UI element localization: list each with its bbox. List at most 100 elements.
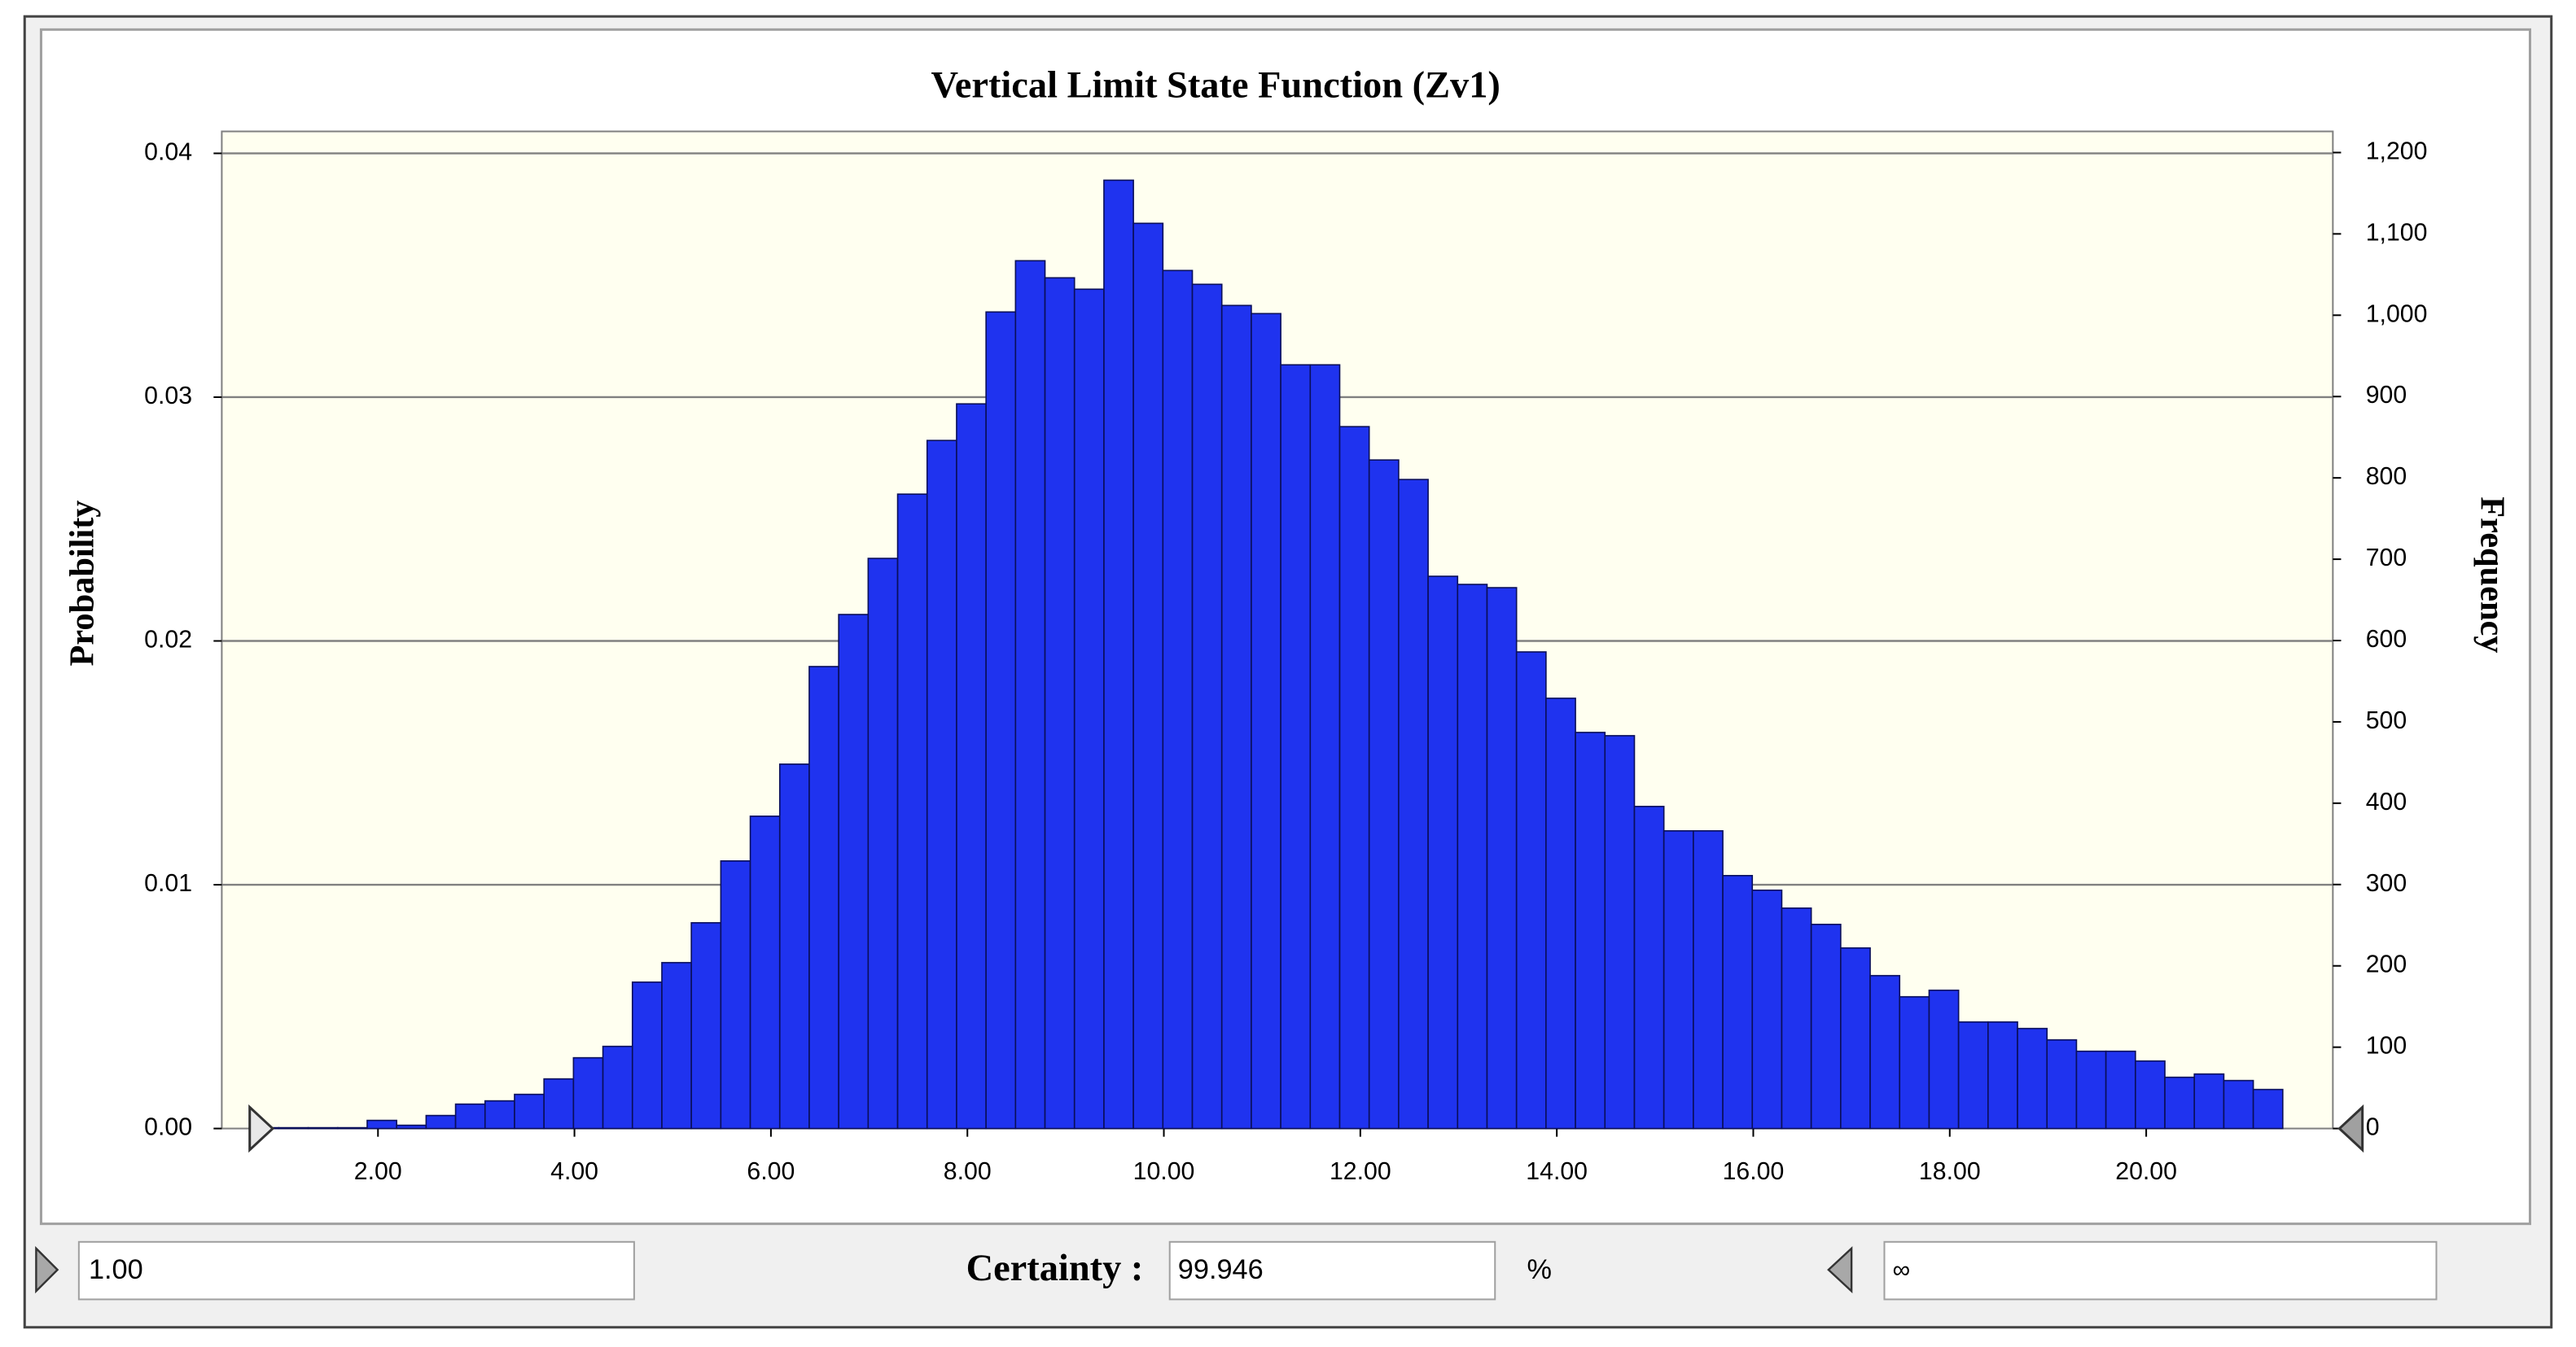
certainty-value: 99.946 xyxy=(1178,1254,1264,1285)
y-tick-label: 0.00 xyxy=(144,1114,192,1141)
x-tick-label: 14.00 xyxy=(1526,1158,1588,1185)
histogram-bar xyxy=(2075,1050,2107,1130)
y-tick-label: 0.02 xyxy=(144,626,192,653)
histogram-bar xyxy=(1251,313,1281,1130)
histogram-bar xyxy=(2164,1076,2196,1130)
histogram-bar xyxy=(1869,974,1901,1130)
histogram-bar xyxy=(1073,288,1105,1130)
histogram-bar xyxy=(454,1103,486,1130)
histogram-bar xyxy=(1515,651,1547,1130)
right-arrow[interactable] xyxy=(1827,1246,1853,1294)
y2-axis-label: Frequency xyxy=(2473,496,2511,653)
histogram-bar xyxy=(1220,304,1252,1130)
y2-tick-label: 200 xyxy=(2366,951,2407,978)
histogram-bar xyxy=(1162,269,1194,1130)
y-tick-label: 0.01 xyxy=(144,870,192,897)
histogram-bar xyxy=(956,403,987,1130)
x-tick-label: 2.00 xyxy=(354,1158,402,1185)
y2-tick-label: 700 xyxy=(2366,544,2407,571)
y-axis-label: Probability xyxy=(64,500,102,666)
right-limit-marker[interactable] xyxy=(2337,1104,2364,1153)
histogram-bar xyxy=(749,816,781,1130)
y2-tick-label: 900 xyxy=(2366,382,2407,409)
histogram-bar xyxy=(1663,830,1694,1130)
x-tick-label: 12.00 xyxy=(1330,1158,1391,1185)
histogram-bar xyxy=(2135,1060,2166,1130)
y2-tick-label: 300 xyxy=(2366,870,2407,897)
histogram-bar xyxy=(1132,222,1164,1130)
histogram-bar xyxy=(2105,1050,2136,1130)
left-arrow[interactable] xyxy=(35,1245,59,1294)
x-tick-label: 4.00 xyxy=(550,1158,598,1185)
y2-tick-label: 0 xyxy=(2366,1114,2380,1141)
y2-tick-label: 500 xyxy=(2366,707,2407,734)
histogram-bar xyxy=(307,1126,339,1130)
histogram-bar xyxy=(1191,283,1223,1130)
y2-tick-label: 600 xyxy=(2366,626,2407,653)
histogram-bar xyxy=(1693,830,1724,1130)
histogram-bar xyxy=(1368,459,1400,1130)
histogram-bar xyxy=(484,1100,515,1130)
histogram-bar xyxy=(808,666,839,1130)
left-input-value: 1.00 xyxy=(89,1254,143,1285)
histogram-bar xyxy=(1604,735,1636,1130)
y-tick-label: 0.04 xyxy=(144,138,192,165)
histogram-bar xyxy=(1280,364,1312,1130)
y2-tick-label: 1,000 xyxy=(2366,300,2428,327)
histogram-bar xyxy=(838,614,870,1130)
histogram-bar xyxy=(1044,277,1076,1130)
histogram-bar xyxy=(1810,923,1842,1130)
right-input[interactable] xyxy=(1883,1240,2438,1301)
histogram-bar xyxy=(396,1124,427,1130)
chart-title: Vertical Limit State Function (Zv1) xyxy=(931,65,1500,107)
plot: 0.00 0.01 0.02 0.03 0.04 0 100 200 300 400 500 600 7… xyxy=(144,138,2427,1185)
histogram-bar xyxy=(896,493,928,1130)
histogram-bar xyxy=(1398,479,1429,1130)
histogram-bar xyxy=(2223,1079,2254,1130)
x-tick-label: 8.00 xyxy=(944,1158,992,1185)
y2-tick-label: 800 xyxy=(2366,463,2407,490)
histogram-bar xyxy=(1987,1021,2018,1130)
histogram-bar xyxy=(543,1078,575,1130)
histogram-bar xyxy=(2193,1073,2225,1130)
histogram-bar xyxy=(1457,584,1488,1130)
histogram-bar xyxy=(602,1045,633,1130)
histogram-bar xyxy=(778,763,810,1130)
certainty-input[interactable] xyxy=(1168,1240,1496,1301)
left-input[interactable] xyxy=(77,1240,635,1301)
histogram-bar xyxy=(661,961,692,1130)
x-tick-label: 20.00 xyxy=(2115,1158,2177,1185)
histogram-bar xyxy=(1928,989,1960,1130)
left-limit-marker[interactable] xyxy=(248,1104,275,1153)
percent-sign: % xyxy=(1527,1254,1551,1285)
histogram-bar xyxy=(1309,364,1341,1130)
histogram-bar xyxy=(1545,698,1576,1130)
histogram-bar xyxy=(366,1119,397,1130)
histogram-bar xyxy=(720,860,751,1130)
histogram-bar xyxy=(1338,426,1370,1130)
histogram-bar xyxy=(1751,889,1783,1130)
histogram-bar xyxy=(1722,874,1754,1130)
histogram-bar xyxy=(1781,907,1812,1130)
histogram-bar xyxy=(1899,995,1930,1130)
histogram-bar xyxy=(278,1126,309,1130)
histogram-bar xyxy=(2252,1088,2284,1130)
x-tick-label: 16.00 xyxy=(1723,1158,1785,1185)
histogram-bar xyxy=(572,1056,604,1130)
histogram-bar xyxy=(2017,1027,2048,1130)
histogram-bar xyxy=(867,558,899,1130)
histogram-bar xyxy=(1427,575,1459,1130)
histogram-bar xyxy=(631,981,663,1130)
histogram-bar xyxy=(1633,806,1665,1130)
right-input-value: ∞ xyxy=(1893,1257,1911,1284)
histogram-bar xyxy=(1014,260,1046,1130)
histogram-bar xyxy=(1103,179,1134,1130)
histogram-bar xyxy=(1957,1021,1989,1130)
y2-tick-label: 1,200 xyxy=(2366,138,2428,164)
histogram-bar xyxy=(336,1126,368,1130)
certainty-label: Certainty : xyxy=(966,1248,1144,1289)
histogram-bar xyxy=(985,311,1017,1130)
y-tick-label: 0.03 xyxy=(144,383,192,409)
y2-tick-label: 100 xyxy=(2366,1033,2407,1060)
